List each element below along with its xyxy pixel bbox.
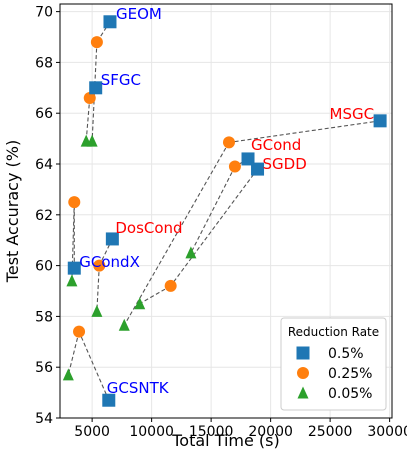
x-tick-label: 20000 — [248, 424, 293, 440]
connector-line — [228, 120, 381, 143]
y-tick-label: 62 — [35, 208, 53, 224]
square-marker — [241, 152, 255, 166]
triangle-marker — [66, 274, 78, 287]
circle-marker — [83, 91, 96, 104]
connector-lines — [67, 21, 381, 401]
method-label-geom: GEOM — [116, 5, 162, 23]
method-label-gcondx: GCondX — [79, 253, 140, 271]
triangle-marker — [80, 134, 92, 147]
x-tick-label: 10000 — [129, 424, 174, 440]
circle-marker — [93, 259, 106, 272]
data-points — [62, 15, 387, 407]
connector-line — [91, 42, 98, 142]
triangle-marker — [62, 368, 74, 381]
y-tick-label: 68 — [35, 55, 53, 71]
y-tick-label: 54 — [35, 411, 53, 427]
circle-marker — [90, 36, 103, 49]
circle-marker — [164, 279, 177, 292]
connector-line — [170, 168, 258, 287]
legend-label: 0.25% — [328, 366, 372, 382]
circle-marker — [68, 196, 81, 209]
method-label-gcond: GCond — [251, 136, 301, 154]
method-label-msgc: MSGC — [330, 105, 375, 123]
triangle-marker — [118, 318, 130, 331]
circle-marker — [73, 325, 86, 338]
method-label-sfgc: SFGC — [101, 71, 141, 89]
square-marker — [373, 114, 387, 128]
square-marker — [102, 393, 116, 407]
x-tick-label: 25000 — [308, 424, 353, 440]
circle-marker — [222, 136, 235, 149]
y-axis-ticks: 54 56 58 60 62 64 66 68 70 — [35, 5, 60, 427]
connector-line — [139, 285, 171, 305]
legend-label: 0.5% — [328, 346, 364, 362]
connector-line — [98, 238, 113, 266]
x-tick-label: 15000 — [189, 424, 234, 440]
connector-line — [85, 97, 91, 142]
connector-line — [78, 331, 110, 401]
y-axis-title: Test Accuracy (%) — [3, 140, 22, 283]
method-label-doscond: DosCond — [115, 219, 182, 237]
legend-label: 0.05% — [328, 386, 372, 402]
legend-box — [280, 317, 387, 411]
x-axis-ticks: 5000 10000 15000 20000 25000 30000 — [74, 418, 407, 440]
y-tick-label: 58 — [35, 309, 53, 325]
plot-frame — [59, 3, 393, 419]
square-marker — [67, 261, 81, 275]
y-tick-label: 66 — [35, 106, 53, 122]
legend-square-marker — [296, 346, 310, 360]
x-tick-label: 30000 — [367, 424, 407, 440]
method-label-sgdd: SGDD — [263, 155, 307, 173]
legend-title: Reduction Rate — [288, 325, 379, 339]
legend-entries: 0.5% 0.25% 0.05% — [296, 346, 372, 402]
grid — [60, 4, 392, 419]
square-marker — [251, 162, 265, 176]
y-tick-label: 60 — [35, 259, 53, 275]
triangle-marker — [134, 297, 146, 310]
method-label-gcsntk: GCSNTK — [107, 379, 170, 397]
y-tick-label: 56 — [35, 360, 53, 376]
connector-line — [96, 265, 100, 312]
y-tick-label: 64 — [35, 157, 53, 173]
square-marker — [105, 232, 119, 246]
x-axis-title: Total Time (s) — [171, 431, 280, 450]
connector-line — [190, 166, 236, 254]
triangle-marker — [91, 304, 103, 317]
circle-marker — [228, 160, 241, 173]
legend: Reduction Rate 0.5% 0.25% 0.05% — [280, 317, 387, 411]
connector-line — [123, 142, 230, 326]
square-marker — [103, 15, 117, 29]
square-marker — [89, 81, 103, 95]
legend-circle-marker — [297, 367, 309, 379]
y-tick-label: 70 — [35, 5, 53, 21]
legend-triangle-marker — [297, 386, 309, 399]
connector-line — [67, 331, 80, 375]
x-tick-label: 5000 — [74, 424, 110, 440]
triangle-marker — [185, 246, 197, 259]
